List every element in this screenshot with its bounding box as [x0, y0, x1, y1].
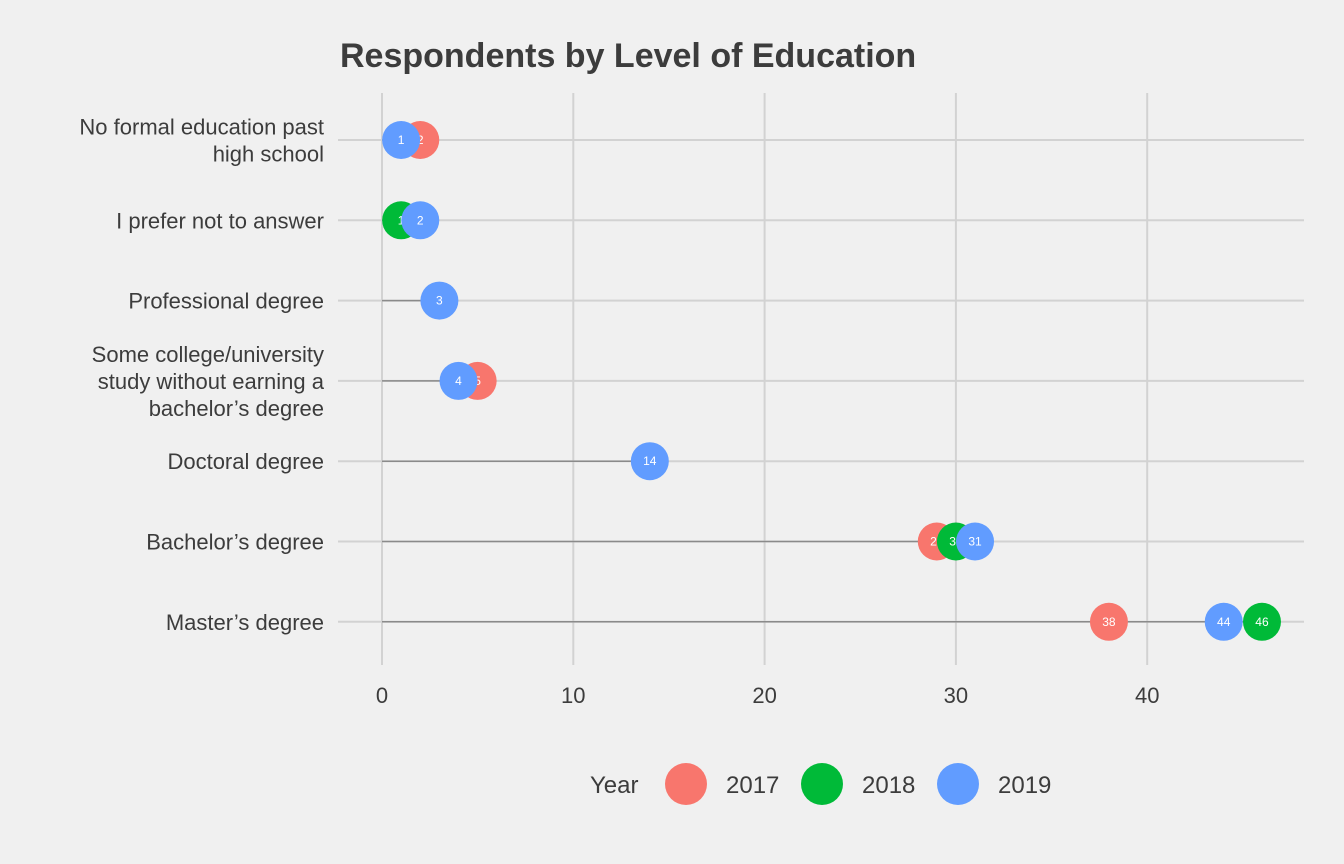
chart-title: Respondents by Level of Education [340, 37, 916, 75]
data-point-2019 [956, 522, 995, 561]
category-label-line: high school [213, 142, 324, 167]
data-point-label: 46 [1255, 615, 1269, 629]
data-point-label: 3 [436, 294, 443, 308]
legend-label: 2017 [726, 772, 779, 799]
x-tick-label: 20 [752, 683, 776, 708]
data-point-label: 2 [417, 213, 424, 227]
category-label-line: bachelor’s degree [149, 396, 324, 421]
legend-label: 2018 [862, 772, 915, 799]
legend-key-2018 [801, 763, 843, 805]
legend-title: Year [590, 772, 639, 799]
x-axis-labels: 0 10 20 30 40 [376, 683, 1160, 708]
category-label: Some college/university study without ear… [92, 342, 325, 421]
x-tick-label: 40 [1135, 683, 1159, 708]
category-label-line: Some college/university [92, 342, 324, 367]
data-point-label: 4 [455, 374, 462, 388]
category-label: Doctoral degree [167, 449, 324, 474]
data-point-2017 [1089, 602, 1128, 641]
data-point-label: 38 [1102, 615, 1116, 629]
data-point-2018 [1242, 602, 1281, 641]
x-tick-label: 30 [944, 683, 968, 708]
data-point-label: 2 [417, 133, 424, 147]
legend-key-2019 [937, 763, 979, 805]
legend-key-2017 [665, 763, 707, 805]
data-point-label: 44 [1217, 615, 1231, 629]
data-point-2019 [439, 361, 478, 400]
category-label: Master’s degree [166, 610, 324, 635]
data-point-label: 14 [643, 454, 657, 468]
category-label: Bachelor’s degree [146, 530, 324, 555]
category-label-line: Bachelor’s degree [146, 530, 324, 555]
data-point-label: 31 [968, 535, 982, 549]
data-point-2019 [382, 121, 421, 159]
data-point-2019 [630, 442, 669, 481]
category-label-line: Master’s degree [166, 610, 324, 635]
category-label: I prefer not to answer [116, 208, 324, 233]
category-label-line: I prefer not to answer [116, 208, 324, 233]
category-label-line: Doctoral degree [167, 449, 324, 474]
data-point-label: 5 [474, 374, 481, 388]
y-axis-labels: No formal education past high school I pre… [79, 115, 324, 635]
data-point-2019 [420, 281, 459, 320]
category-label-line: No formal education past [79, 115, 324, 140]
category-label: Professional degree [128, 289, 324, 314]
x-tick-label: 10 [561, 683, 585, 708]
data-point-2019 [401, 201, 440, 240]
category-label-line: Professional degree [128, 289, 324, 314]
data-point-label: 1 [398, 133, 405, 147]
category-label: No formal education past high school [79, 115, 324, 167]
legend: Year 2017 2018 2019 [590, 763, 1051, 805]
category-label-line: study without earning a [98, 369, 325, 394]
x-tick-label: 0 [376, 683, 388, 708]
legend-label: 2019 [998, 772, 1051, 799]
data-point-2019 [1204, 602, 1243, 641]
